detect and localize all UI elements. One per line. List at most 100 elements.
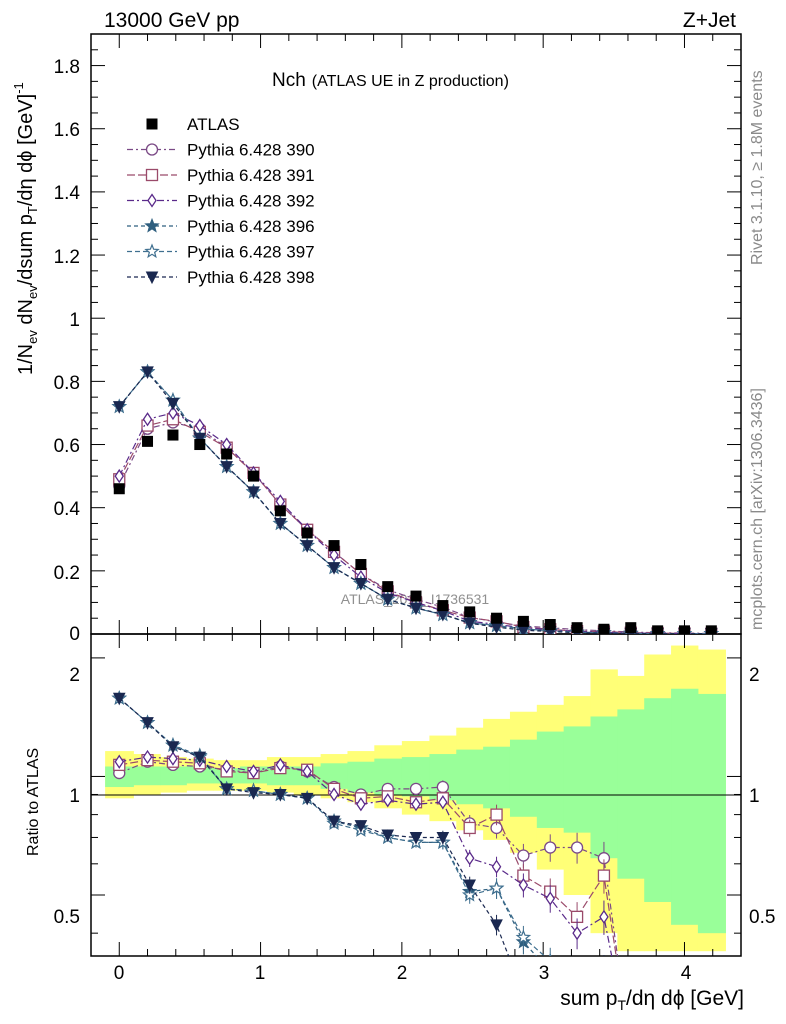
y-tick-ratio-0-5: 0.5: [54, 907, 80, 928]
legend-label-0: ATLAS: [187, 115, 240, 134]
ratio-series-point-2: [464, 851, 475, 866]
ratio-series-point-2: [572, 925, 582, 941]
ratio-series-point-2: [382, 793, 393, 808]
atlas-data-point: [328, 540, 340, 552]
legend-marker-4: [144, 217, 160, 233]
atlas-data-point: [355, 559, 367, 571]
main-series-point-5: [327, 562, 341, 575]
main-series-point-5: [166, 397, 180, 411]
ratio-series-point-0: [409, 782, 423, 796]
axis-ticks: [91, 34, 741, 956]
y-tick-ratio-right-1: 1: [749, 786, 760, 807]
ratio-series-point-2: [329, 787, 339, 802]
x-tick-4: 4: [681, 963, 692, 984]
ratio-series-point-5: [436, 831, 450, 845]
ratio-band-inner: [186, 766, 214, 784]
ratio-series-point-2: [114, 754, 125, 769]
ratio-series-point-5: [220, 783, 233, 796]
legend-marker-1: [145, 143, 159, 156]
ratio-series-point-5: [112, 692, 126, 706]
ratio-series-point-5: [545, 1016, 556, 1024]
process-label: Z+Jet: [683, 9, 736, 32]
y-tick-main-1-4: 1.4: [54, 183, 81, 204]
ratio-band-inner: [133, 766, 161, 786]
legend-marker-6: [145, 271, 159, 285]
atlas-data-point: [652, 625, 664, 634]
x-tick-1: 1: [255, 963, 266, 984]
y-tick-main-0-8: 0.8: [54, 373, 80, 394]
ratio-band-inner: [483, 746, 511, 809]
ratio-series-point-0: [570, 841, 584, 854]
ratio-series-point-2: [275, 757, 286, 773]
y-tick-ratio-2: 2: [69, 665, 80, 686]
x-tick-3: 3: [539, 963, 550, 984]
main-series-point-5: [300, 540, 314, 553]
ratio-series-point-2: [221, 759, 232, 774]
atlas-data-point: [544, 619, 556, 631]
y-tick-main-0-4: 0.4: [54, 499, 81, 520]
main-series-point-5: [193, 432, 207, 446]
main-series-point-5: [409, 602, 423, 616]
main-series-point-5: [354, 577, 368, 591]
ratio-series-point-5: [300, 792, 314, 806]
ratio-band-inner: [456, 749, 484, 805]
atlas-data-point: [625, 622, 637, 634]
ratio-series-point-5: [247, 787, 260, 800]
ratio-band-inner: [671, 688, 699, 925]
atlas-data-point: [437, 600, 449, 612]
x-tick-2: 2: [397, 963, 408, 984]
y-tick-main-1: 1: [69, 310, 80, 331]
main-series-point-5: [220, 461, 233, 474]
legend: ATLAS Pythia 6.428 390 Pythia 6.428 391 Pyt…: [127, 115, 315, 287]
energy-label: 13000 GeV pp: [104, 9, 239, 32]
legend-marker-5: [144, 243, 160, 259]
ratio-series-point-5: [518, 989, 529, 1000]
ratio-series-point-5: [166, 741, 180, 754]
ratio-series-point-0: [436, 780, 449, 794]
atlas-data-point: [142, 435, 154, 447]
y-tick-main-0-2: 0.2: [54, 563, 80, 584]
ratio-series-point-2: [356, 797, 366, 812]
atlas-data-point: [598, 623, 610, 634]
legend-marker-3: [147, 193, 157, 208]
ratio-series-point-4: [488, 880, 505, 895]
atlas-data-point: [464, 606, 476, 618]
ratio-series-point-0: [544, 841, 557, 854]
ratio-series-point-2: [545, 891, 556, 906]
atlas-data-point: [491, 612, 503, 624]
atlas-data-point: [571, 622, 583, 634]
ratio-band-inner: [536, 731, 565, 828]
ratio-band-inner: [347, 761, 375, 793]
ratio-band-inner: [697, 693, 726, 934]
ratio-series-point-5: [274, 788, 287, 802]
ratio-series-point-4: [548, 952, 552, 956]
legend-marker-2: [145, 168, 159, 182]
ratio-band-inner: [617, 709, 645, 879]
y-tick-main-0-6: 0.6: [54, 436, 80, 457]
ratio-series-point-5: [327, 815, 341, 829]
ratio-band-inner: [590, 716, 618, 859]
main-series-point-5: [112, 401, 126, 414]
legend-label-2: Pythia 6.428 391: [187, 166, 315, 185]
ratio-series-point-2: [518, 877, 529, 893]
atlas-data-point: [274, 505, 286, 517]
plot-title: Nch (ATLAS UE in Z production): [272, 70, 509, 91]
main-series-point-5: [247, 486, 260, 500]
ratio-band-inner: [509, 739, 538, 817]
ratio-band-inner: [160, 766, 187, 786]
y-tick-main-1-2: 1.2: [54, 247, 80, 268]
main-series-point-2: [142, 412, 153, 427]
atlas-data-point: [705, 625, 717, 634]
y-tick-ratio-right-2: 2: [749, 665, 760, 686]
ratio-band-inner: [563, 726, 592, 833]
ratio-plot-series: [111, 690, 619, 1024]
side-label-rivet: Rivet 3.1.10, ≥ 1.8M events: [749, 70, 766, 265]
ratio-series-point-4: [515, 929, 532, 945]
ratio-series-point-2: [248, 764, 259, 779]
atlas-data-point: [382, 581, 394, 593]
y-tick-main-0: 0: [69, 624, 80, 645]
y-tick-main-1-6: 1.6: [54, 120, 80, 141]
atlas-data-point: [113, 483, 125, 495]
legend-label-3: Pythia 6.428 392: [187, 192, 315, 211]
